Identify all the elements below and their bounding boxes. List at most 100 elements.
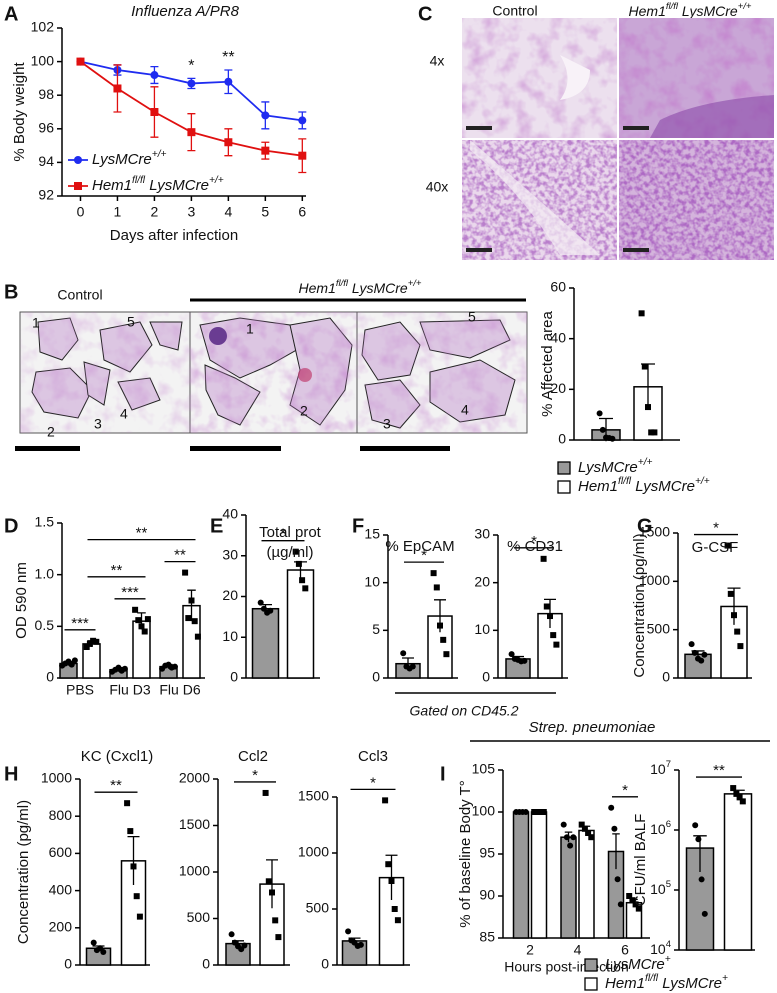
text-part: fl/fl — [132, 175, 146, 186]
y-tick-label: 10 — [364, 573, 380, 589]
lobe-number: 5 — [468, 309, 476, 325]
panel-label: I — [440, 763, 446, 785]
significance: * — [622, 782, 628, 799]
legend-swatch — [557, 480, 571, 494]
legend-swatch — [584, 977, 598, 991]
marker — [298, 116, 307, 125]
y-tick-label: 0 — [558, 431, 566, 447]
scale-bar — [466, 248, 492, 252]
text-part: +/+ — [638, 457, 653, 468]
error-bar — [127, 836, 140, 886]
marker — [560, 821, 567, 828]
marker — [522, 809, 529, 815]
marker — [257, 599, 264, 606]
text-part: LysMCre — [145, 177, 209, 194]
y-tick-label: 40 — [222, 506, 238, 522]
text-part: fl/fl — [618, 476, 632, 487]
marker — [150, 71, 159, 80]
text-part: + — [722, 973, 728, 984]
text-part: 6 — [666, 819, 671, 830]
marker — [635, 905, 642, 912]
group-label: Control — [57, 287, 102, 303]
y-tick-label: 106 — [650, 819, 671, 837]
lobe-number: 2 — [47, 424, 55, 440]
marker — [648, 429, 655, 436]
error-bar — [266, 859, 278, 909]
y-tick-label: 105 — [650, 879, 671, 897]
marker — [617, 901, 624, 908]
y-tick-label: 94 — [38, 153, 54, 169]
marker — [698, 876, 705, 883]
chart-title: % EpCAM — [385, 538, 454, 555]
legend-swatch — [557, 461, 571, 475]
marker — [581, 825, 588, 832]
x-tick-label: 2 — [526, 942, 534, 958]
y-tick-label: 500 — [306, 900, 330, 916]
marker — [194, 633, 201, 640]
airway — [470, 140, 600, 255]
marker — [540, 555, 547, 562]
error-bar — [612, 833, 620, 870]
y-tick-label: 20 — [474, 573, 490, 589]
chart-title: G-CSF — [692, 539, 739, 556]
significance: ** — [174, 547, 186, 564]
marker — [570, 834, 577, 841]
bar — [578, 829, 595, 939]
x-tick-label: 2 — [151, 204, 159, 220]
marker — [100, 948, 107, 955]
marker — [113, 84, 122, 93]
marker — [400, 650, 407, 657]
y-tick-label: 92 — [38, 187, 54, 203]
text-part: fl/fl — [666, 1, 679, 12]
x-tick-label: 4 — [224, 204, 232, 220]
y-tick-label: 10 — [474, 621, 490, 637]
y-axis-label: % of baseline Body T° — [457, 780, 474, 927]
marker — [135, 617, 142, 624]
text-part: LysMCre — [605, 956, 665, 973]
y-tick-label: 600 — [49, 844, 73, 860]
marker — [550, 632, 557, 639]
y-tick-label: 0 — [46, 669, 54, 685]
significance: ** — [713, 762, 725, 779]
legend-label: Hem1fl/fl LysMCre+/+ — [92, 175, 224, 194]
column-label: Hem1fl/fl LysMCre+/+ — [629, 1, 752, 19]
marker — [385, 861, 392, 868]
marker — [144, 616, 151, 623]
marker — [83, 644, 90, 650]
stain-spot — [209, 327, 227, 345]
y-tick-label: 10 — [222, 628, 238, 644]
y-tick-label: 85 — [479, 929, 495, 945]
marker — [93, 638, 100, 645]
y-tick-label: 0.5 — [35, 617, 55, 633]
marker — [272, 917, 279, 924]
text-part: +/+ — [209, 175, 224, 186]
marker — [224, 138, 233, 147]
x-tick-label: Flu D6 — [159, 682, 200, 698]
lobe-number: 5 — [127, 314, 135, 330]
significance: *** — [71, 615, 89, 632]
chart-title: Ccl2 — [238, 748, 268, 765]
text-part: LysMCre — [678, 3, 738, 19]
marker — [578, 821, 585, 828]
marker — [267, 607, 274, 614]
marker — [437, 622, 443, 629]
error-bar — [187, 589, 196, 622]
marker — [739, 798, 746, 805]
panel-label: G — [637, 515, 653, 537]
marker — [596, 410, 603, 417]
significance: ** — [222, 49, 234, 66]
text-part: LysMCre — [348, 280, 408, 296]
y-tick-label: 0 — [321, 956, 329, 972]
marker — [534, 809, 541, 815]
scale-bar — [623, 248, 649, 252]
marker — [736, 794, 743, 801]
significance: ** — [110, 777, 122, 794]
lobe-number: 1 — [246, 321, 254, 337]
significance: * — [370, 774, 376, 791]
text-part: Hem1 — [92, 177, 132, 194]
marker — [430, 570, 437, 577]
panel-label: B — [4, 281, 18, 303]
marker — [228, 931, 235, 938]
marker — [262, 789, 269, 796]
marker — [540, 809, 547, 815]
